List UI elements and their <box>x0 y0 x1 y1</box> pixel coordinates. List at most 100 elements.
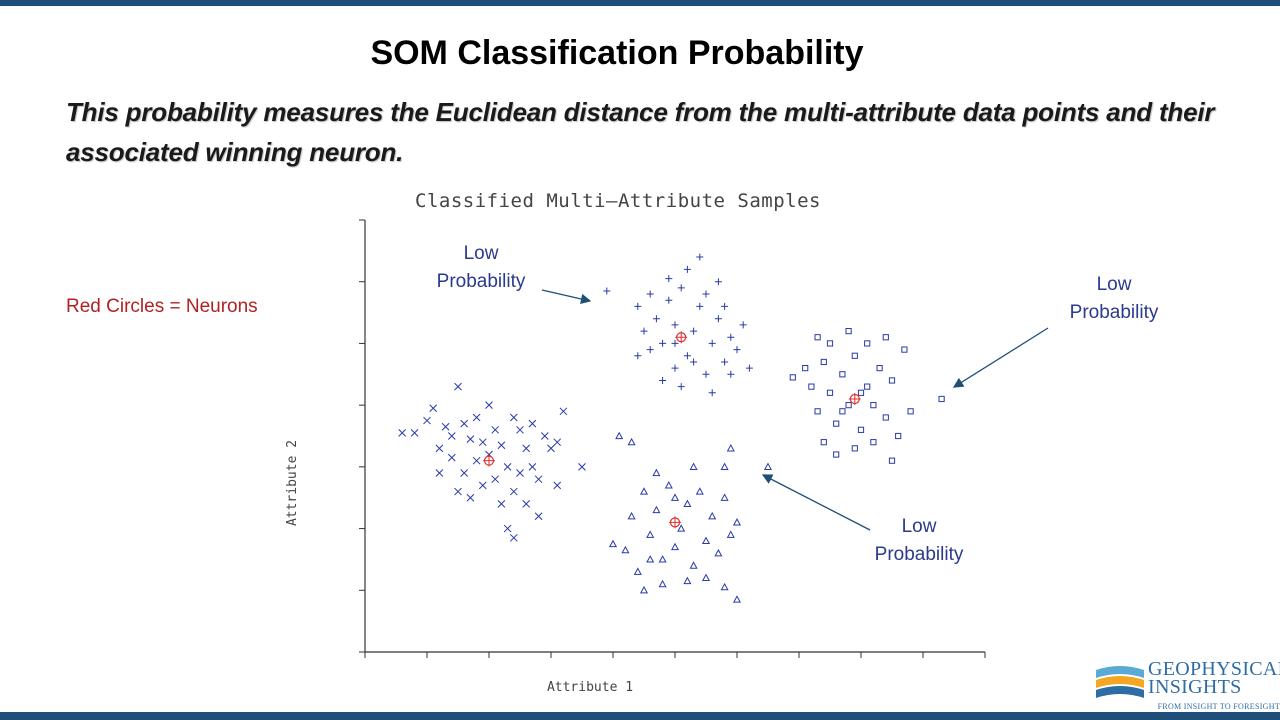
data-point-x <box>522 444 531 453</box>
data-point-square <box>857 426 865 433</box>
data-point-triangle <box>646 530 655 538</box>
data-point-x <box>534 512 543 521</box>
data-point-x <box>447 432 456 440</box>
annotation-arrow <box>761 474 871 531</box>
data-point-plus <box>683 265 691 273</box>
x-axis-label: Attribute 1 <box>547 680 633 695</box>
data-point-square <box>845 402 852 409</box>
neuron-cross <box>669 516 681 529</box>
data-point-plus <box>671 339 679 347</box>
data-point-triangle <box>720 582 729 591</box>
data-point-triangle <box>652 505 661 514</box>
data-point-plus <box>690 358 698 366</box>
data-point-x <box>454 487 462 496</box>
data-point-square <box>870 439 877 446</box>
neuron-cross <box>483 454 495 467</box>
data-point-x <box>553 481 562 490</box>
data-point-square <box>814 334 821 341</box>
data-point-plus <box>714 315 722 323</box>
data-point-square <box>845 327 852 335</box>
data-point-square <box>839 371 846 378</box>
data-point-x <box>472 413 481 422</box>
data-point-triangle <box>732 518 742 526</box>
annotation-label: Probability <box>1070 302 1159 323</box>
chart-annotations: Low Probability Low Probability Low Probabili… <box>437 243 1159 565</box>
data-point-triangle <box>639 585 649 594</box>
data-point-triangle <box>732 595 742 603</box>
data-point-x <box>478 481 487 490</box>
data-point-x <box>485 401 493 409</box>
data-point-square <box>907 408 914 415</box>
chart-title: Classified Multi–Attribute Samples <box>415 190 821 212</box>
data-point-x <box>516 469 524 477</box>
logo-name-line1: GEOPHYSICAL <box>1148 658 1280 680</box>
data-point-plus <box>640 327 648 335</box>
data-point-x <box>509 413 518 422</box>
bottom-accent-bar <box>0 712 1280 720</box>
data-point-triangle <box>670 542 680 551</box>
series-x <box>398 382 586 542</box>
data-point-triangle <box>683 576 692 585</box>
data-point-triangle <box>695 487 704 495</box>
data-point-triangle <box>683 499 692 507</box>
data-point-square <box>820 439 827 446</box>
data-point-x <box>547 444 555 453</box>
data-point-square <box>833 451 840 458</box>
data-point-x <box>466 435 475 443</box>
data-point-x <box>466 493 475 502</box>
data-point-square <box>870 402 877 409</box>
data-point-x <box>441 422 450 431</box>
y-axis-label: Attribute 2 <box>285 440 300 526</box>
company-logo: GEOPHYSICAL INSIGHTS FROM INSIGHT TO FOR… <box>1094 658 1280 712</box>
logo-tagline: FROM INSIGHT TO FORESIGHT <box>1157 702 1280 711</box>
series-square <box>789 327 945 464</box>
logo-name: GEOPHYSICAL INSIGHTS <box>1148 658 1280 697</box>
data-point-plus <box>708 339 716 347</box>
data-point-x <box>497 441 506 450</box>
data-point-x <box>435 444 444 453</box>
data-point-x <box>503 524 512 533</box>
annotation-label: Low <box>902 516 937 537</box>
data-point-plus <box>727 370 735 378</box>
data-point-x <box>559 407 568 416</box>
data-point-plus <box>708 389 716 397</box>
data-point-x <box>429 404 438 413</box>
top-accent-bar <box>0 0 1280 6</box>
data-point-square <box>820 358 827 366</box>
annotation-label: Low <box>1097 274 1132 295</box>
data-point-plus <box>652 315 660 323</box>
data-point-x <box>447 453 456 462</box>
data-point-x <box>534 475 543 484</box>
data-point-square <box>851 352 858 359</box>
data-point-triangle <box>621 545 630 554</box>
data-point-square <box>888 457 896 464</box>
chart-axes <box>359 219 986 658</box>
data-point-plus <box>677 383 685 391</box>
data-point-square <box>901 346 908 353</box>
data-point-triangle <box>608 539 618 548</box>
data-point-plus <box>721 358 729 366</box>
neuron-markers <box>483 331 861 529</box>
data-point-triangle <box>720 462 729 470</box>
data-point-square <box>938 395 945 403</box>
data-point-plus <box>696 302 704 310</box>
series-triangle <box>608 431 773 603</box>
data-point-x <box>516 425 524 434</box>
data-point-square <box>882 334 889 341</box>
data-point-triangle <box>615 431 624 440</box>
data-point-x <box>503 463 512 471</box>
data-point-x <box>528 463 537 471</box>
data-point-x <box>553 438 562 447</box>
annotation-label: Low <box>464 243 499 264</box>
data-point-x <box>497 500 506 508</box>
data-point-plus <box>665 296 673 304</box>
data-point-triangle <box>670 493 680 501</box>
data-point-plus <box>702 290 710 298</box>
data-point-triangle <box>701 536 711 545</box>
slide-subtitle: This probability measures the Euclidean … <box>66 97 1215 167</box>
series-plus <box>603 253 753 397</box>
data-point-plus <box>677 284 685 292</box>
data-point-plus <box>714 278 722 286</box>
data-point-triangle <box>689 561 698 569</box>
